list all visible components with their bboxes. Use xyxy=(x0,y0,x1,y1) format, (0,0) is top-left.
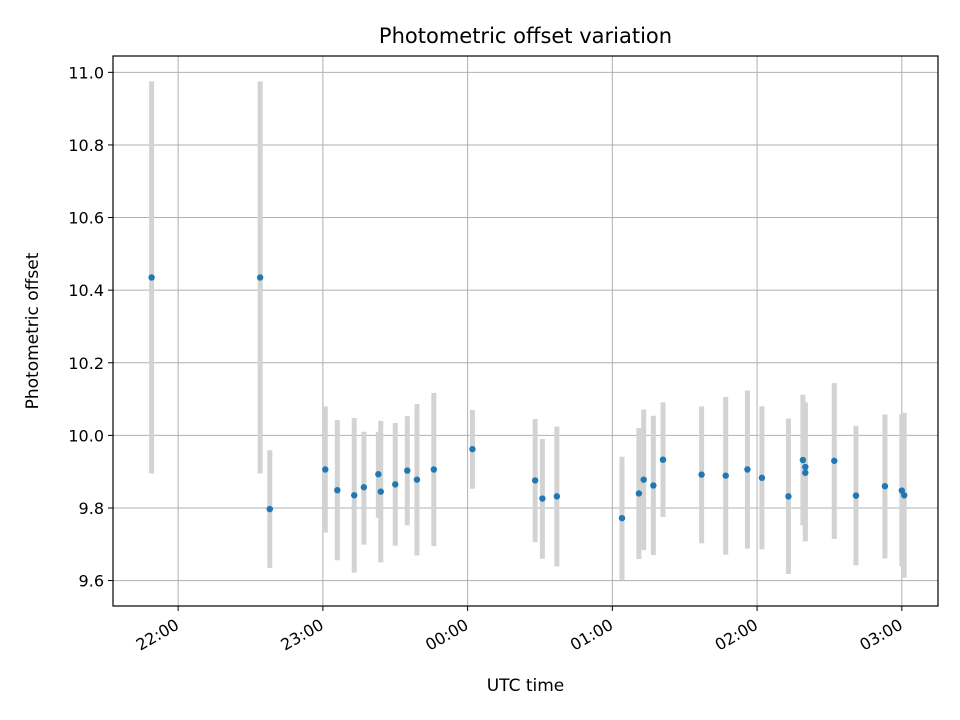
y-tick-label: 10.6 xyxy=(68,209,104,228)
data-point xyxy=(148,274,155,281)
data-point xyxy=(881,482,889,490)
chart-title: Photometric offset variation xyxy=(379,24,672,48)
data-point xyxy=(334,486,341,494)
data-point xyxy=(256,274,264,281)
y-tick-label: 11.0 xyxy=(68,63,104,82)
data-point xyxy=(351,492,358,499)
data-point xyxy=(553,493,561,500)
data-points xyxy=(148,274,908,522)
y-tick-label: 10.8 xyxy=(68,136,104,155)
data-point xyxy=(266,505,273,513)
data-point xyxy=(901,492,908,499)
y-tick-label: 9.6 xyxy=(79,572,104,591)
data-point xyxy=(852,492,860,499)
data-point xyxy=(898,487,906,494)
y-tick-label: 10.4 xyxy=(68,281,104,300)
data-point xyxy=(413,476,421,483)
data-point xyxy=(640,476,647,483)
y-tick-label: 9.8 xyxy=(79,499,104,518)
data-point xyxy=(802,463,809,471)
data-point xyxy=(831,457,838,464)
data-point xyxy=(618,514,626,522)
data-point xyxy=(469,445,476,453)
data-point xyxy=(799,456,807,464)
data-point xyxy=(650,482,657,489)
data-point xyxy=(430,466,438,473)
data-point xyxy=(392,481,399,488)
data-point xyxy=(377,488,384,495)
y-tick-label: 10.0 xyxy=(68,426,104,445)
y-tick-label: 10.2 xyxy=(68,354,104,373)
data-point xyxy=(722,472,729,479)
data-point xyxy=(531,477,539,484)
y-axis-title: Photometric offset xyxy=(23,252,43,409)
data-point xyxy=(659,456,667,463)
data-point xyxy=(635,490,643,497)
data-point xyxy=(404,467,411,474)
data-point xyxy=(785,493,792,500)
plot-frame xyxy=(112,55,939,607)
data-point xyxy=(758,474,766,482)
data-point xyxy=(375,471,382,478)
data-point xyxy=(698,471,705,478)
y-axis-ticks: 9.6 9.8 10.0 10.2 10.4 10.6 10.8 11.0 xyxy=(68,63,113,591)
data-point xyxy=(744,466,751,473)
data-point xyxy=(802,469,809,476)
data-point xyxy=(322,466,329,473)
data-point xyxy=(360,484,368,491)
data-point xyxy=(539,495,546,502)
grid xyxy=(113,56,938,606)
x-axis-title: UTC time xyxy=(487,676,565,696)
